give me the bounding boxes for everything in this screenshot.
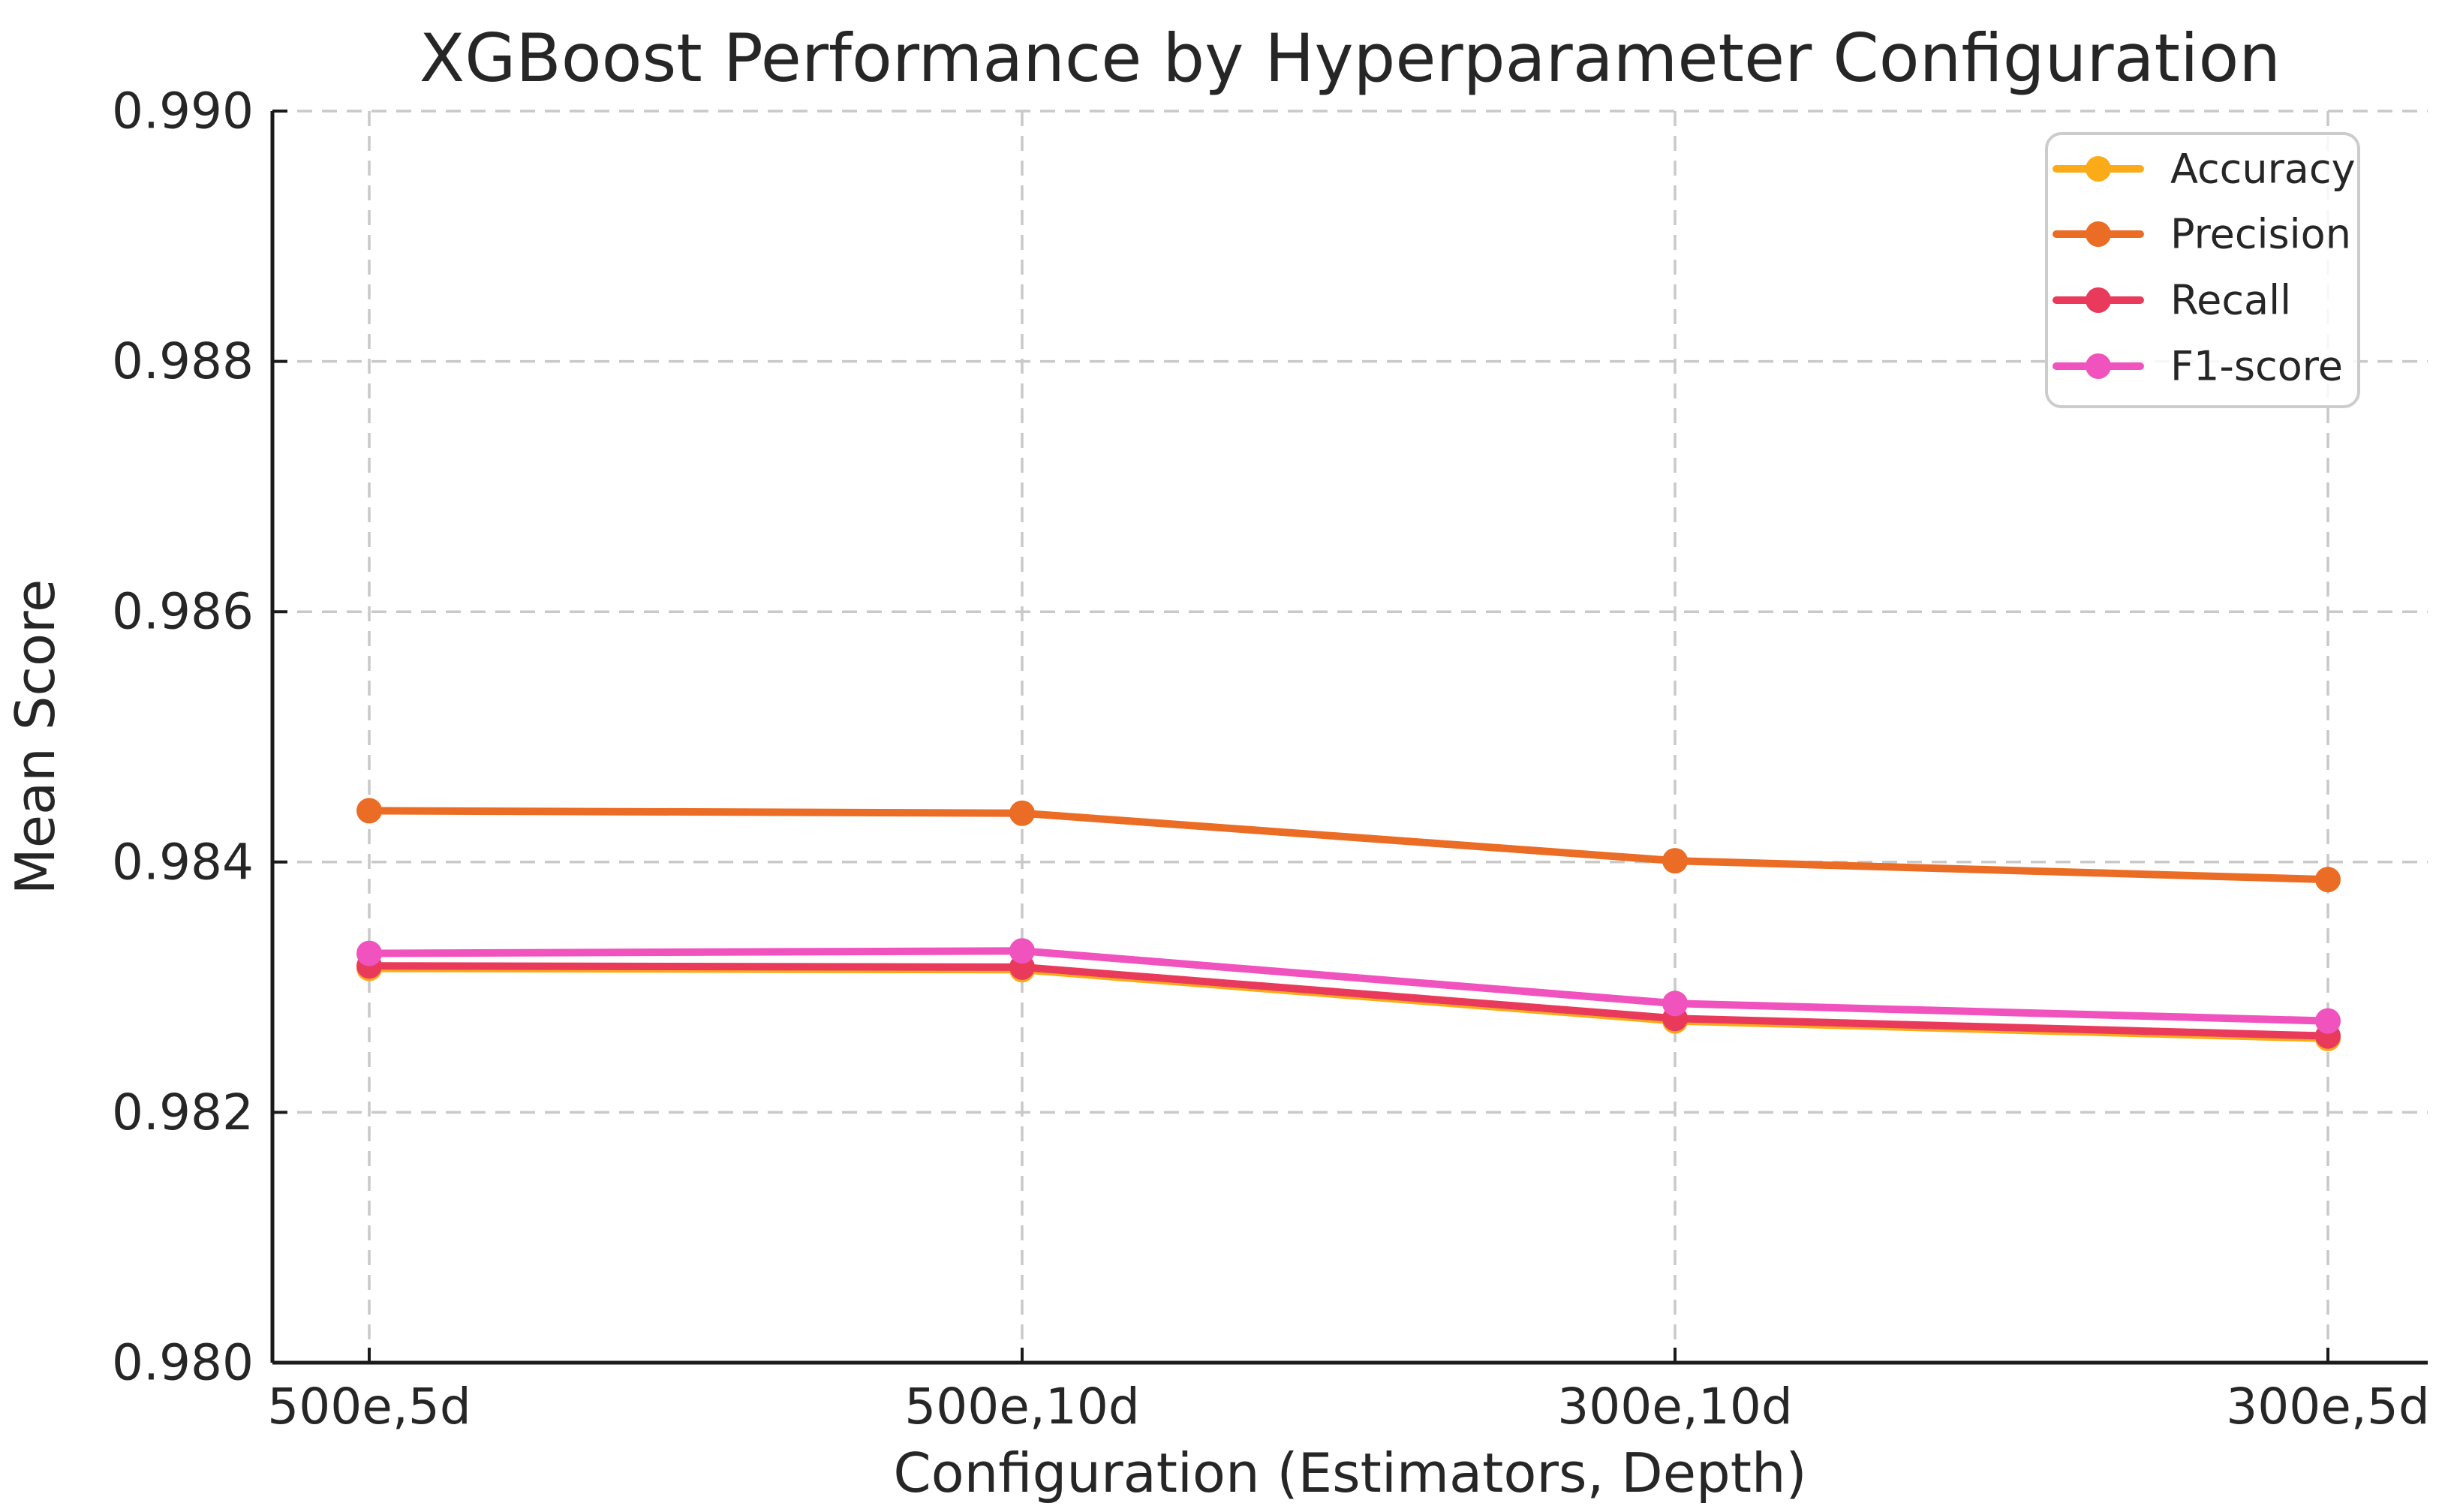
legend-marker <box>2086 156 2111 182</box>
x-tick-label: 500e,5d <box>267 1378 471 1435</box>
x-tick-label: 300e,5d <box>2226 1378 2429 1435</box>
gridlines <box>272 110 2428 1364</box>
series-line <box>365 962 2332 1040</box>
legend-marker <box>2086 221 2111 247</box>
y-tick-label: 0.988 <box>112 332 254 390</box>
data-point-marker <box>1009 800 1035 826</box>
y-tick-label: 0.984 <box>112 833 254 891</box>
data-point-marker <box>2315 867 2341 893</box>
y-axis-label: Mean Score <box>4 579 67 895</box>
legend: Accuracy Precision Recall F1-score <box>2045 132 2360 408</box>
legend-item-f1-score: F1-score <box>2053 343 2343 390</box>
axes-spines <box>270 111 2428 1365</box>
data-point-marker <box>1662 848 1688 874</box>
y-tick-label: 0.980 <box>112 1334 254 1392</box>
data-point-marker <box>1009 938 1035 964</box>
series-line <box>365 947 2332 1025</box>
x-axis-label: Configuration (Estimators, Depth) <box>893 1441 1806 1504</box>
legend-box <box>2045 132 2360 408</box>
legend-label: Recall <box>2170 277 2291 324</box>
legend-label: F1-score <box>2170 343 2343 390</box>
series-f1-score <box>356 938 2341 1034</box>
series-line <box>365 807 2332 884</box>
tick-marks <box>272 110 2329 1364</box>
legend-item-precision: Precision <box>2053 211 2351 258</box>
y-tick-label: 0.986 <box>112 583 254 641</box>
x-tick-label: 300e,10d <box>1557 1378 1792 1435</box>
y-tick-label: 0.990 <box>112 83 254 140</box>
data-point-marker <box>356 940 382 966</box>
data-series <box>356 798 2341 1051</box>
x-tick-label: 500e,10d <box>904 1378 1139 1435</box>
tick-labels: 0.980 0.982 0.984 0.986 0.988 0.990 500e,5d 500… <box>112 83 2430 1436</box>
data-point-marker <box>2315 1008 2341 1034</box>
data-point-marker <box>356 798 382 824</box>
legend-label: Accuracy <box>2170 146 2356 193</box>
legend-marker <box>2086 353 2111 379</box>
legend-marker <box>2086 287 2111 313</box>
legend-item-recall: Recall <box>2053 277 2291 324</box>
data-point-marker <box>1662 990 1688 1017</box>
legend-item-accuracy: Accuracy <box>2053 146 2356 193</box>
y-tick-label: 0.982 <box>112 1084 254 1141</box>
series-precision <box>356 798 2341 893</box>
chart-title: XGBoost Performance by Hyperparameter Co… <box>420 20 2281 97</box>
legend-label: Precision <box>2170 211 2351 258</box>
